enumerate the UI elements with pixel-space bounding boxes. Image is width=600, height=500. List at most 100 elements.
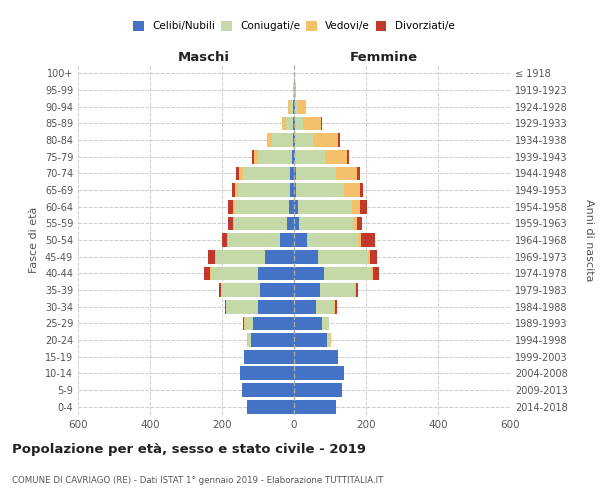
- Bar: [295, 116, 302, 130]
- Bar: [290, 183, 294, 197]
- Bar: [244, 350, 294, 364]
- Bar: [242, 383, 294, 397]
- Bar: [302, 116, 322, 130]
- Bar: [295, 150, 325, 164]
- Bar: [294, 283, 320, 297]
- Bar: [294, 100, 295, 114]
- Bar: [296, 183, 344, 197]
- Bar: [322, 316, 329, 330]
- Bar: [361, 233, 374, 247]
- Bar: [293, 116, 294, 130]
- Bar: [293, 83, 294, 97]
- Bar: [243, 166, 290, 180]
- Y-axis label: Anni di nascita: Anni di nascita: [584, 198, 594, 281]
- Legend: Celibi/Nubili, Coniugati/e, Vedovi/e, Divorziati/e: Celibi/Nubili, Coniugati/e, Vedovi/e, Di…: [133, 21, 455, 32]
- Bar: [290, 100, 293, 114]
- Bar: [338, 133, 340, 147]
- Bar: [236, 166, 239, 180]
- Bar: [294, 200, 298, 213]
- Bar: [272, 133, 293, 147]
- Bar: [293, 100, 294, 114]
- Bar: [258, 266, 294, 280]
- Bar: [233, 216, 287, 230]
- Bar: [244, 316, 245, 330]
- Y-axis label: Fasce di età: Fasce di età: [29, 207, 39, 273]
- Bar: [294, 83, 295, 97]
- Bar: [258, 300, 294, 314]
- Bar: [298, 200, 352, 213]
- Bar: [344, 183, 359, 197]
- Bar: [357, 216, 362, 230]
- Bar: [260, 283, 294, 297]
- Bar: [287, 216, 294, 230]
- Bar: [232, 183, 235, 197]
- Bar: [294, 266, 323, 280]
- Bar: [266, 133, 268, 147]
- Bar: [293, 133, 294, 147]
- Text: Femmine: Femmine: [350, 51, 418, 64]
- Bar: [298, 100, 306, 114]
- Bar: [320, 283, 355, 297]
- Bar: [238, 183, 290, 197]
- Bar: [224, 300, 226, 314]
- Bar: [294, 183, 296, 197]
- Bar: [245, 316, 253, 330]
- Bar: [316, 300, 334, 314]
- Bar: [292, 150, 294, 164]
- Bar: [295, 100, 298, 114]
- Bar: [235, 183, 238, 197]
- Bar: [208, 250, 215, 264]
- Bar: [296, 166, 336, 180]
- Bar: [359, 183, 363, 197]
- Bar: [268, 133, 272, 147]
- Bar: [228, 233, 280, 247]
- Bar: [251, 333, 294, 347]
- Bar: [295, 133, 313, 147]
- Bar: [222, 233, 227, 247]
- Bar: [294, 300, 316, 314]
- Bar: [327, 333, 330, 347]
- Bar: [247, 400, 294, 413]
- Bar: [294, 150, 295, 164]
- Bar: [265, 250, 294, 264]
- Bar: [347, 150, 349, 164]
- Text: Popolazione per età, sesso e stato civile - 2019: Popolazione per età, sesso e stato civil…: [12, 442, 366, 456]
- Bar: [286, 116, 293, 130]
- Bar: [368, 250, 370, 264]
- Bar: [204, 266, 211, 280]
- Bar: [233, 200, 235, 213]
- Bar: [294, 116, 295, 130]
- Bar: [211, 266, 258, 280]
- Bar: [335, 300, 337, 314]
- Bar: [323, 266, 371, 280]
- Bar: [282, 116, 286, 130]
- Bar: [253, 316, 294, 330]
- Bar: [239, 166, 243, 180]
- Bar: [356, 283, 358, 297]
- Bar: [330, 333, 331, 347]
- Bar: [359, 200, 367, 213]
- Bar: [294, 350, 338, 364]
- Bar: [254, 150, 257, 164]
- Bar: [221, 283, 260, 297]
- Bar: [247, 333, 248, 347]
- Bar: [290, 166, 294, 180]
- Bar: [355, 283, 356, 297]
- Bar: [252, 150, 254, 164]
- Bar: [294, 133, 295, 147]
- Bar: [294, 166, 296, 180]
- Bar: [294, 316, 322, 330]
- Bar: [294, 250, 319, 264]
- Bar: [215, 250, 265, 264]
- Bar: [294, 216, 299, 230]
- Bar: [358, 233, 361, 247]
- Bar: [336, 166, 357, 180]
- Bar: [243, 316, 244, 330]
- Bar: [219, 283, 221, 297]
- Bar: [235, 200, 289, 213]
- Bar: [289, 200, 294, 213]
- Bar: [371, 266, 373, 280]
- Bar: [229, 216, 233, 230]
- Bar: [226, 300, 258, 314]
- Bar: [257, 150, 292, 164]
